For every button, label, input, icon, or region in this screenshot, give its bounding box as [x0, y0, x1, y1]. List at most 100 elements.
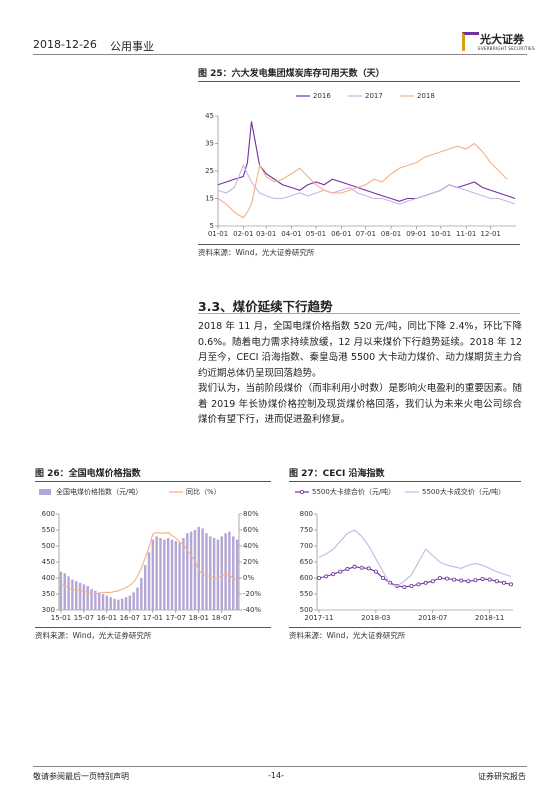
y-tick-label: 0% — [243, 574, 254, 582]
bar — [159, 538, 162, 610]
x-tick-label: 2017-11 — [304, 614, 333, 622]
figure-title: 图 26：全国电煤价格指数 — [35, 466, 271, 482]
line-series — [217, 142, 508, 219]
y-tick-label: 700 — [300, 542, 313, 550]
bar — [147, 552, 151, 610]
bar — [105, 595, 109, 610]
bar — [151, 539, 155, 610]
x-tick-label: 2018-11 — [475, 614, 504, 622]
bar — [174, 541, 178, 610]
legend-marker — [299, 489, 304, 494]
bar — [182, 538, 185, 610]
legend-label: 全国电煤价格指数（元/吨） — [56, 487, 142, 496]
legend-label: 同比（%） — [186, 487, 221, 496]
bar — [136, 587, 139, 610]
bar — [120, 598, 124, 610]
x-tick-label: 11-01 — [456, 230, 476, 238]
bar — [117, 599, 120, 610]
logo-text: 光大证券 — [480, 33, 524, 46]
bar — [193, 530, 197, 610]
header-sector: 公用事业 — [110, 40, 154, 53]
x-tick-label: 07-01 — [356, 230, 376, 238]
marker — [437, 576, 442, 581]
x-tick-label: 03-01 — [256, 230, 276, 238]
bar — [170, 539, 174, 610]
marker — [501, 580, 506, 585]
bar — [71, 579, 74, 610]
bar — [205, 533, 208, 610]
bar — [235, 539, 239, 610]
x-tick-label: 17-01 — [143, 614, 163, 622]
y-tick-label: 35 — [205, 140, 214, 148]
y-tick-label: 500 — [42, 542, 55, 550]
bar — [90, 589, 93, 610]
bar — [132, 592, 135, 610]
header-rule — [33, 54, 527, 55]
bar — [109, 597, 112, 610]
paragraph: 2018 年 11 月，全国电煤价格指数 520 元/吨，同比下降 2.4%，环… — [198, 321, 522, 379]
logo-sub: EVERBRIGHT SECURITIES — [478, 46, 535, 51]
x-tick-label: 12-01 — [481, 230, 501, 238]
x-tick-label: 16-07 — [120, 614, 140, 622]
bar — [59, 571, 63, 610]
footer-rule — [33, 766, 527, 767]
x-tick-label: 04-01 — [281, 230, 301, 238]
marker — [359, 565, 364, 570]
figure-title: 图 25：六大发电集团煤炭库存可用天数（天） — [198, 66, 520, 82]
y-tick-label: 60% — [243, 526, 259, 534]
marker — [316, 576, 321, 581]
bar — [101, 594, 105, 610]
figure-title: 图 27：CECI 沿海指数 — [289, 466, 521, 482]
y-tick-label: 600 — [300, 574, 313, 582]
bar — [75, 581, 78, 610]
y-tick-label: 350 — [42, 590, 55, 598]
section-heading: 3.3、煤价延续下行趋势 — [198, 299, 333, 314]
marker — [444, 576, 449, 581]
marker — [494, 579, 499, 584]
y-tick-label: 750 — [300, 526, 313, 534]
y-tick-label: 550 — [300, 590, 313, 598]
bar — [189, 531, 193, 610]
x-tick-label: 16-01 — [97, 614, 117, 622]
x-tick-label: 08-01 — [381, 230, 401, 238]
bar — [163, 539, 166, 610]
bar — [216, 539, 220, 610]
figure-rule — [198, 244, 520, 245]
chart: 5 15 25 35 45 01-01 02-01 03-01 04-01 05-01 06-01 0… — [205, 92, 516, 238]
legend-label: 2017 — [365, 92, 383, 100]
x-tick-label: 2018-03 — [361, 614, 390, 622]
y-tick-label: 450 — [42, 558, 55, 566]
bar — [166, 538, 170, 610]
marker — [345, 567, 350, 572]
legend-label: 5500大卡成交价（元/吨） — [422, 487, 505, 496]
source: 资料来源：Wind，光大证券研究所 — [198, 248, 315, 257]
marker — [416, 582, 421, 587]
x-tick-label: 02-01 — [233, 230, 253, 238]
bar — [140, 578, 143, 610]
bar — [78, 582, 82, 610]
bar — [124, 597, 128, 610]
legend-swatch — [39, 489, 51, 495]
marker — [324, 574, 329, 579]
bar — [97, 592, 101, 610]
bar — [67, 576, 70, 610]
line-series — [217, 164, 516, 205]
marker — [459, 578, 464, 583]
line-series — [217, 121, 516, 202]
bar — [197, 526, 201, 610]
x-tick-label: 01-01 — [208, 230, 228, 238]
x-tick-label: 18-07 — [212, 614, 232, 622]
x-tick-label: 15-01 — [51, 614, 71, 622]
x-tick-label: 18-01 — [189, 614, 209, 622]
line-series — [60, 531, 238, 595]
bar — [155, 536, 158, 610]
legend-label: 2018 — [417, 92, 435, 100]
y-tick-label: 20% — [243, 558, 259, 566]
x-tick-label: 05-01 — [306, 230, 326, 238]
footer-right: 证券研究报告 — [478, 772, 526, 781]
marker — [402, 584, 407, 589]
x-tick-label: 06-01 — [331, 230, 351, 238]
bar — [82, 584, 86, 610]
legend-label: 5500大卡综合价（元/吨） — [312, 487, 395, 496]
